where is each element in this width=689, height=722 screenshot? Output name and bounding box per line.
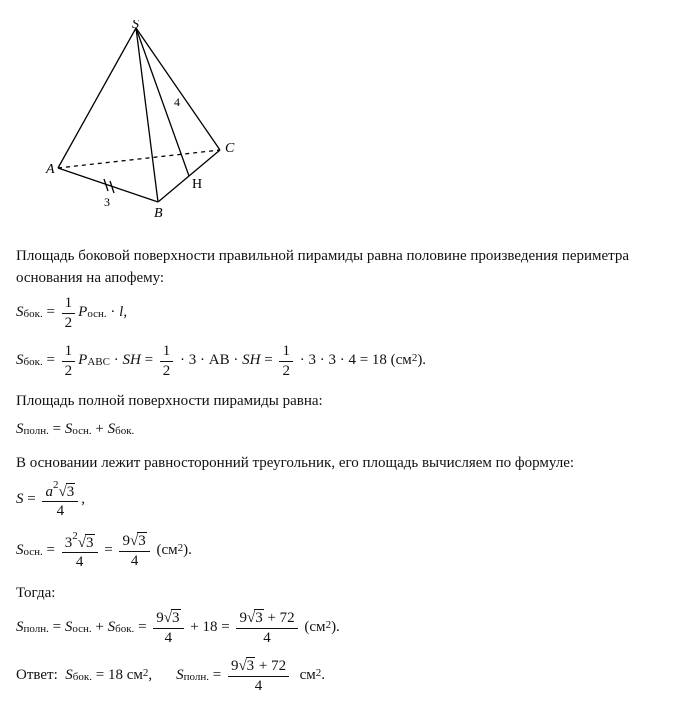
sym-P: P — [78, 350, 87, 372]
paragraph-total-area: Площадь полной поверхности пирамиды равн… — [16, 391, 673, 413]
label-A: A — [45, 162, 55, 177]
answer-label: Ответ: — [16, 665, 58, 687]
sym-SH: SH — [122, 350, 140, 372]
paragraph-lateral-area: Площадь боковой поверхности правильной п… — [16, 246, 673, 290]
sym-S: S — [16, 302, 24, 324]
unit-close: ). — [417, 350, 426, 372]
sq: 2 — [412, 351, 418, 367]
formula-spoln-def: Sполн. = Sосн. + Sбок. — [16, 419, 673, 441]
unit-open: (см — [391, 350, 412, 372]
eq: = — [46, 302, 54, 324]
sub-bok: бок. — [24, 307, 43, 323]
comma: , — [123, 302, 127, 324]
eq: = — [46, 350, 54, 372]
edge-ab-len: 3 — [104, 195, 110, 209]
den: 2 — [62, 314, 76, 332]
formula-eq-triangle-area: S = a23 4 , — [16, 481, 673, 520]
formula-spoln-calc: Sполн. = Sосн. + Sбок. = 93 4 + 18 = 93 … — [16, 610, 673, 646]
num: 1 — [62, 295, 76, 314]
sub-bok: бок. — [24, 355, 43, 371]
pyramid-svg: S A B C H 3 4 — [40, 20, 250, 220]
sym-S: S — [16, 350, 24, 372]
formula-sbok-def: Sбок. = 1 2 Pосн. · l, — [16, 295, 673, 331]
frac-9sqrt3plus72-4: 93 + 72 4 — [236, 610, 297, 646]
paragraph-then: Тогда: — [16, 583, 673, 605]
formula-sbok-calc: Sбок. = 12 PABC · SH = 12 · 3 · AB · SH … — [16, 343, 673, 379]
frac-half: 12 — [160, 343, 174, 379]
label-H: H — [192, 177, 202, 192]
sub-osn: осн. — [87, 307, 106, 323]
paragraph-base-triangle: В основании лежит равносторонний треугол… — [16, 453, 673, 475]
answer-line: Ответ: Sбок. = 18 см2, Sполн. = 93 + 72 … — [16, 658, 673, 694]
pyramid-figure: S A B C H 3 4 — [40, 20, 673, 228]
frac-9sqrt3-4: 93 4 — [119, 533, 149, 569]
formula-sosn-calc: Sосн. = 323 4 = 93 4 (см2). — [16, 532, 673, 571]
frac-32sqrt3-4: 323 4 — [62, 532, 98, 571]
label-B: B — [154, 206, 163, 220]
frac-half: 12 — [279, 343, 293, 379]
sym-AB: AB — [209, 350, 230, 372]
frac-a2sqrt3-4: a23 4 — [42, 481, 78, 520]
dot: · — [110, 302, 115, 324]
label-C: C — [225, 141, 235, 156]
label-S: S — [132, 20, 139, 32]
frac-half: 12 — [62, 343, 76, 379]
frac-half: 1 2 — [62, 295, 76, 331]
sub-abc: ABC — [87, 355, 110, 371]
sym-P: P — [78, 302, 87, 324]
val-18: 18 — [372, 350, 387, 372]
apothem-len: 4 — [174, 95, 180, 109]
